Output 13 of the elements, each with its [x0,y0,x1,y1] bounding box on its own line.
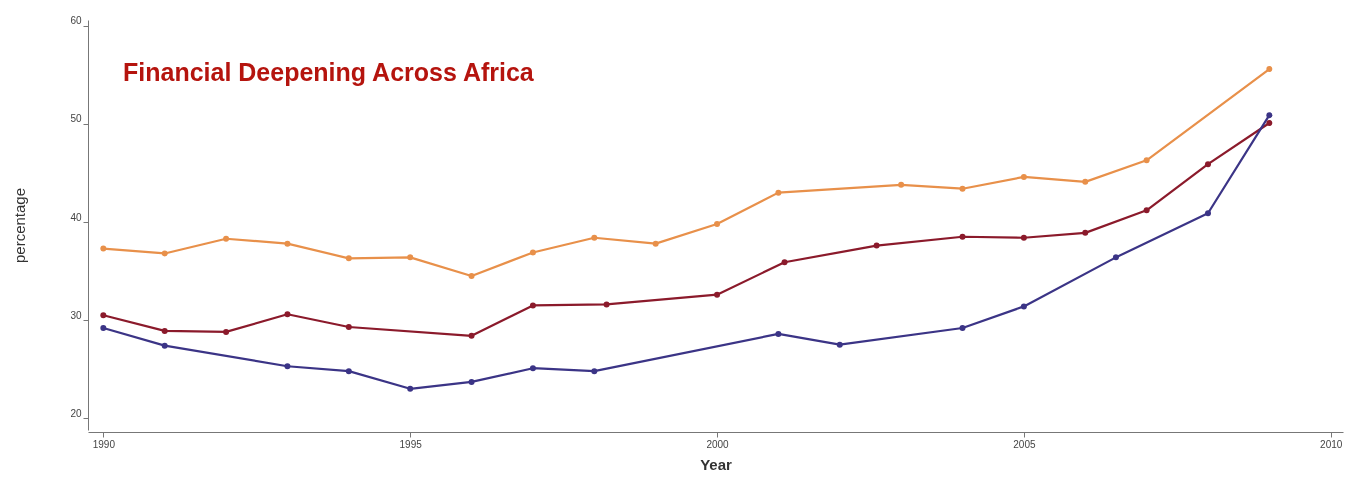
y-tick-label: 60 [70,15,82,27]
x-tick-label: 2010 [1320,438,1343,450]
text: Financial Deepening Across Africa [123,57,535,86]
x-tick-label: 2000 [706,438,730,450]
x-tick-label: 2005 [1013,438,1036,450]
x-tick-label: 1995 [399,438,423,450]
y-tick-label: 20 [70,407,82,419]
y-axis-title: percentage [11,187,29,264]
x-axis-title: Year [700,455,733,473]
y-tick-label: 30 [70,309,82,321]
y-tick-label: 50 [70,113,82,125]
x-tick-label: 1990 [92,438,116,450]
y-tick-label: 40 [70,211,82,223]
